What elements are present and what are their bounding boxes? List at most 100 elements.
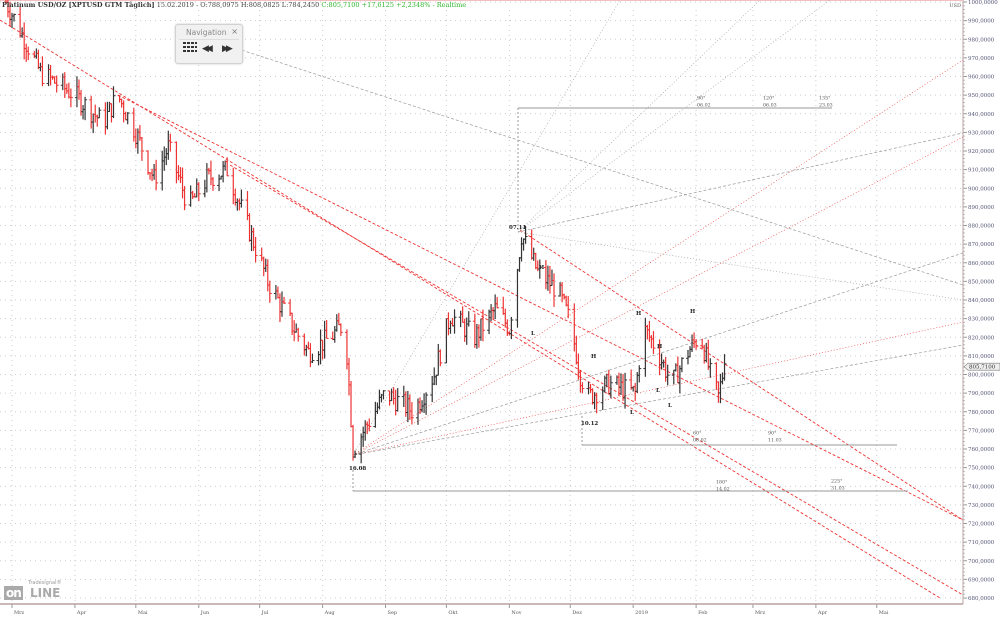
y-tick-label: 960,0000 (968, 75, 995, 81)
red-channel-line (519, 229, 964, 521)
ohlc-bar (316, 351, 321, 366)
ohlc-bar (152, 163, 157, 180)
x-tick-label: Okt (448, 610, 457, 616)
ohlc-bar (346, 358, 351, 396)
y-tick-label: 860,0000 (968, 261, 995, 267)
ohlc-bar (174, 141, 179, 184)
ohlc-bar (123, 111, 128, 121)
ohlc-bar (708, 358, 713, 378)
y-tick-label: 760,0000 (968, 447, 995, 453)
angle-label: 180° (716, 480, 728, 486)
ohlc-bar (409, 402, 414, 425)
ohlc-bar (560, 282, 565, 303)
y-tick-label: 970,0000 (968, 56, 995, 62)
swing-low-label: L (630, 410, 634, 416)
ohlc-bar (338, 323, 343, 336)
x-tick-label: 2019 (635, 610, 648, 616)
ohlc-bar (253, 236, 258, 263)
gray-trend-line (517, 132, 964, 233)
ohlc-bar (277, 293, 282, 323)
navigation-panel[interactable]: Navigation × ◀◀ ▶▶ (175, 24, 243, 64)
ohlc-bar (164, 148, 169, 166)
y-tick-label: 730,0000 (968, 503, 995, 509)
rewind-icon[interactable]: ◀◀ (202, 44, 213, 54)
y-tick-label: 690,0000 (968, 577, 995, 583)
ohlc-bar (509, 316, 514, 340)
ohlc-bar (180, 167, 185, 199)
swing-high-label: H (591, 354, 596, 360)
ohlc-bar (422, 393, 427, 413)
ohlc-bar (259, 247, 264, 262)
ohlc-bar (446, 312, 451, 336)
ohlc-bar (430, 375, 435, 403)
y-tick-label: 720,0000 (968, 522, 995, 528)
ohlc-bar (533, 252, 538, 270)
ohlc-bar (519, 237, 524, 262)
ohlc-bar (83, 96, 88, 121)
ohlc-bar (491, 307, 496, 320)
angle-label: 225° (831, 479, 843, 485)
ohlc-bar (95, 114, 100, 127)
red-channel-line (0, 19, 941, 599)
y-unit-label: USD (949, 3, 961, 9)
ohlc-bar (361, 426, 366, 447)
ohlc-bar (381, 390, 386, 400)
ohlc-bar (649, 335, 654, 349)
ohlc-bar (574, 335, 579, 365)
divider (179, 39, 239, 40)
ohlc-bar (549, 269, 554, 287)
ohlc-bar (391, 387, 396, 405)
ohlc-bar (675, 356, 680, 384)
y-tick-label: 830,0000 (968, 317, 995, 323)
ohlc-bar (521, 238, 526, 251)
grid-icon[interactable] (183, 42, 197, 55)
ohlc-bar (103, 102, 108, 135)
ohlc-bar (93, 104, 98, 123)
date-label-low: 10.12 (581, 421, 598, 427)
ohlc-bar (324, 320, 329, 339)
y-tick-label: 840,0000 (968, 298, 995, 304)
ohlc-bar (330, 331, 335, 341)
x-tick-label: Aug (324, 610, 336, 616)
ohlc-bar (367, 418, 372, 432)
ohlc-bar (235, 198, 240, 211)
ohlc-bar (424, 392, 429, 415)
x-tick-label: Apr (76, 610, 87, 616)
ohlc-bar (651, 330, 656, 355)
ohlc-bar (637, 365, 642, 383)
ohlc-bar (694, 339, 699, 350)
ohlc-bar (353, 450, 358, 459)
y-tick-label: 850,0000 (968, 279, 995, 285)
ohlc-bar (523, 225, 528, 244)
ohlc-bar (292, 320, 297, 342)
ohlc-bar (225, 157, 230, 177)
ohlc-bar (547, 265, 552, 294)
ohlc-bar (480, 309, 485, 342)
ohlc-bar (704, 342, 709, 363)
swing-low-label: L (531, 331, 535, 337)
close-icon[interactable]: × (231, 27, 238, 36)
swing-low-label: L (668, 403, 672, 409)
ohlc-bar (121, 100, 126, 123)
x-tick-label: Dez (572, 610, 582, 616)
logo-main: on (4, 586, 23, 600)
ohlc-bar (458, 310, 463, 328)
ohlc-bar (395, 388, 400, 412)
ohlc-bar (137, 125, 142, 141)
cycle-date-label: 06.02 (697, 103, 711, 109)
ohlc-bar (580, 382, 585, 394)
ohlc-bar (359, 433, 364, 464)
ohlc-bar (647, 320, 652, 342)
ohlc-bar (503, 308, 508, 328)
y-tick-label: 990,0000 (968, 19, 995, 25)
ohlc-bar (32, 50, 37, 58)
ohlc-bar (249, 225, 254, 252)
ohlc-bar (594, 392, 599, 414)
ohlc-bar (543, 260, 548, 290)
ohlc-bar (97, 107, 102, 119)
y-tick-label: 780,0000 (968, 410, 995, 416)
fast-forward-icon[interactable]: ▶▶ (222, 44, 233, 54)
y-tick-label: 920,0000 (968, 149, 995, 155)
ohlc-bar (349, 381, 354, 428)
